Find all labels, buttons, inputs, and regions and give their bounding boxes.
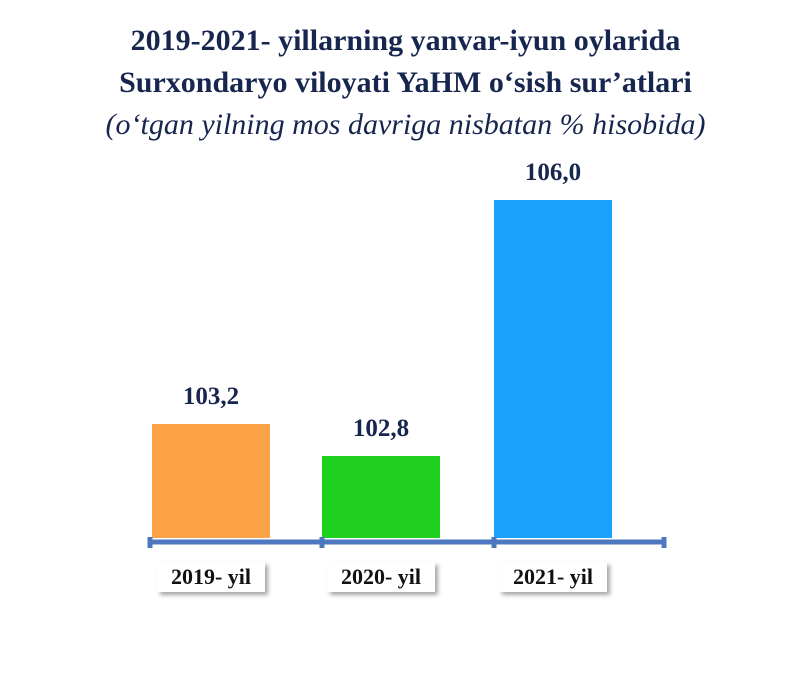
bar-3 xyxy=(494,200,612,538)
bar-1 xyxy=(152,424,270,538)
chart-title-line-2: Surxondaryo viloyati YaHM o‘sish sur’atl… xyxy=(119,66,692,99)
bar-2 xyxy=(322,456,440,538)
category-label-3: 2021- yil xyxy=(513,564,593,589)
category-label-box-2 xyxy=(327,562,435,592)
category-label-1: 2019- yil xyxy=(171,564,251,589)
chart-title-line-1: 2019-2021- yillarning yanvar-iyun oylari… xyxy=(130,24,681,57)
value-label-1: 103,2 xyxy=(183,383,239,410)
category-label-box-1 xyxy=(157,562,265,592)
chart-subtitle: (o‘tgan yilning mos davriga nisbatan % h… xyxy=(105,108,706,141)
category-label-2: 2020- yil xyxy=(341,564,421,589)
value-label-2: 102,8 xyxy=(353,415,409,442)
chart-title-block: 2019-2021- yillarning yanvar-iyun oylari… xyxy=(0,20,811,146)
value-label-3: 106,0 xyxy=(525,159,581,186)
category-label-box-3 xyxy=(499,562,607,592)
